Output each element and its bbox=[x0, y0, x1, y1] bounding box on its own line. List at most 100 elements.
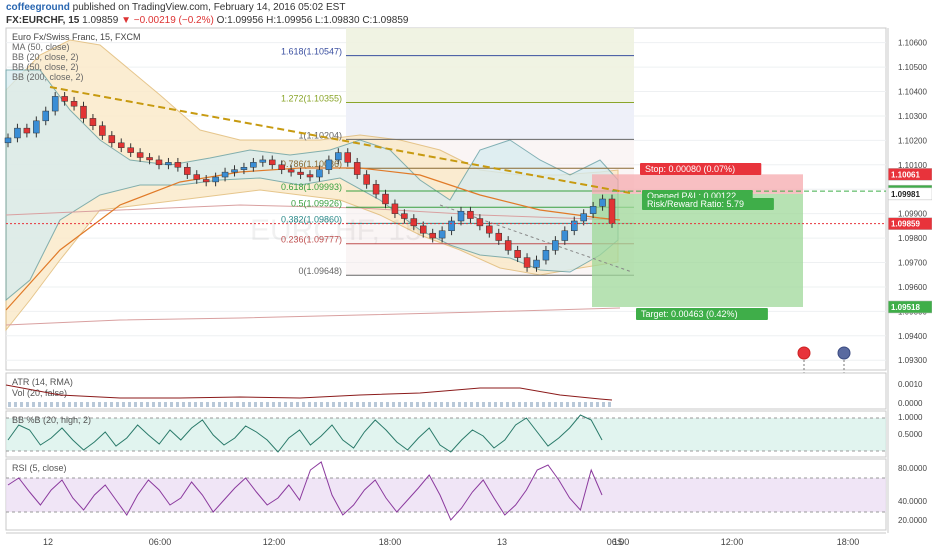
price-tag: 1.09518 bbox=[891, 303, 920, 312]
candle-body bbox=[608, 198, 616, 224]
vol-bar bbox=[476, 402, 479, 407]
vol-bar bbox=[308, 402, 311, 407]
candle-body bbox=[165, 162, 172, 166]
price-tick-label: 1.10600 bbox=[898, 39, 927, 48]
close-value: C:1.09859 bbox=[362, 15, 409, 26]
time-tick-label: 18:00 bbox=[379, 537, 402, 547]
vol-bar bbox=[176, 402, 179, 407]
fib-zone bbox=[346, 102, 634, 140]
candle-body bbox=[382, 193, 389, 205]
vol-bar bbox=[536, 402, 539, 407]
candle-body bbox=[174, 162, 182, 168]
vol-bar bbox=[44, 402, 47, 407]
stop-zone bbox=[592, 174, 803, 194]
chart-header: coffeeground published on TradingView.co… bbox=[0, 0, 932, 28]
fib-label: 0.382(1.09860) bbox=[281, 214, 342, 224]
candle-body bbox=[580, 213, 587, 222]
vol-bar bbox=[296, 402, 299, 407]
price-change: ▼ −0.00219 (−0.2%) bbox=[121, 15, 214, 26]
vol-bar bbox=[224, 402, 227, 407]
vol-bar bbox=[422, 402, 425, 407]
vol-bar bbox=[266, 402, 269, 407]
vol-bar bbox=[560, 402, 563, 407]
vol-bar bbox=[458, 402, 461, 407]
target-zone bbox=[592, 193, 803, 307]
vol-bar bbox=[242, 402, 245, 407]
vol-bar bbox=[182, 402, 185, 407]
vol-bar bbox=[116, 402, 119, 407]
candle-body bbox=[316, 169, 323, 178]
vol-bar bbox=[218, 402, 221, 407]
rsi-tick: 80.0000 bbox=[898, 464, 927, 473]
candle-body bbox=[420, 225, 427, 234]
vol-bar bbox=[302, 402, 305, 407]
candle-body bbox=[202, 179, 210, 183]
candle-body bbox=[448, 220, 455, 232]
candle-body bbox=[561, 230, 569, 241]
price-tick-label: 1.09400 bbox=[898, 332, 927, 341]
vol-bar bbox=[332, 402, 335, 407]
vol-bar bbox=[50, 402, 53, 407]
candle-body bbox=[599, 198, 606, 207]
vol-bar bbox=[68, 402, 71, 407]
legend-item: MA (50, close) bbox=[12, 42, 70, 52]
price-tick-label: 1.09300 bbox=[898, 356, 927, 365]
open-value: O:1.09956 bbox=[216, 15, 264, 26]
candle-body bbox=[297, 171, 304, 175]
fib-label: 0.618(1.09993) bbox=[281, 182, 342, 192]
vol-bar bbox=[62, 402, 65, 407]
event-marker-icon bbox=[797, 346, 811, 360]
bb-percent-line bbox=[7, 414, 603, 453]
vol-bar bbox=[380, 402, 383, 407]
candle-body bbox=[504, 240, 512, 251]
candle-body bbox=[344, 152, 351, 163]
candle-body bbox=[127, 147, 134, 153]
vol-bar bbox=[158, 402, 161, 407]
vol-bar bbox=[416, 402, 419, 407]
candle-body bbox=[250, 162, 257, 168]
vol-bar bbox=[98, 402, 101, 407]
bb-label: BB %B (20, high, 2) bbox=[12, 415, 91, 425]
candle-body bbox=[146, 157, 153, 161]
vol-bar bbox=[446, 402, 449, 407]
price-tick-label: 1.10200 bbox=[898, 136, 927, 145]
candle-body bbox=[99, 125, 106, 136]
vol-bar bbox=[548, 402, 551, 407]
vol-bar bbox=[20, 402, 23, 407]
vol-bar bbox=[494, 402, 497, 407]
fib-label: 0.236(1.09777) bbox=[281, 235, 342, 245]
author-link[interactable]: coffeeground bbox=[6, 2, 70, 13]
candle-body bbox=[486, 225, 493, 234]
candle-body bbox=[23, 127, 31, 134]
candle-body bbox=[514, 250, 521, 258]
symbol-label[interactable]: FX:EURCHF, 15 bbox=[6, 15, 80, 26]
candle-body bbox=[155, 159, 163, 166]
vol-bar bbox=[470, 402, 473, 407]
vol-bar bbox=[356, 402, 359, 407]
candle-body bbox=[269, 159, 276, 166]
candle-body bbox=[495, 232, 502, 241]
vol-bar bbox=[164, 402, 167, 407]
candle-body bbox=[533, 259, 540, 268]
price-tick-label: 1.09800 bbox=[898, 234, 927, 243]
vol-bar bbox=[428, 402, 431, 407]
bb200-upper-line bbox=[5, 204, 621, 221]
legend-title: Euro Fx/Swiss Franc, 15, FXCM bbox=[12, 32, 141, 42]
candle-body bbox=[42, 110, 49, 122]
time-tick-label: 15 bbox=[613, 537, 623, 547]
last-price: 1.09859 bbox=[82, 15, 119, 26]
vol-bar bbox=[518, 402, 521, 407]
price-tag: 1.09981 bbox=[891, 190, 920, 199]
vol-bar bbox=[344, 402, 347, 407]
target-label-bg bbox=[636, 308, 768, 320]
vol-bar bbox=[290, 402, 293, 407]
vol-bar bbox=[542, 402, 545, 407]
candle-body bbox=[523, 257, 531, 268]
legend-item: BB (200, close, 2) bbox=[12, 72, 84, 82]
vol-bar bbox=[170, 402, 173, 407]
vol-bar bbox=[194, 402, 197, 407]
candle-body bbox=[70, 101, 78, 107]
vol-bar bbox=[32, 402, 35, 407]
vol-bar bbox=[8, 402, 11, 407]
